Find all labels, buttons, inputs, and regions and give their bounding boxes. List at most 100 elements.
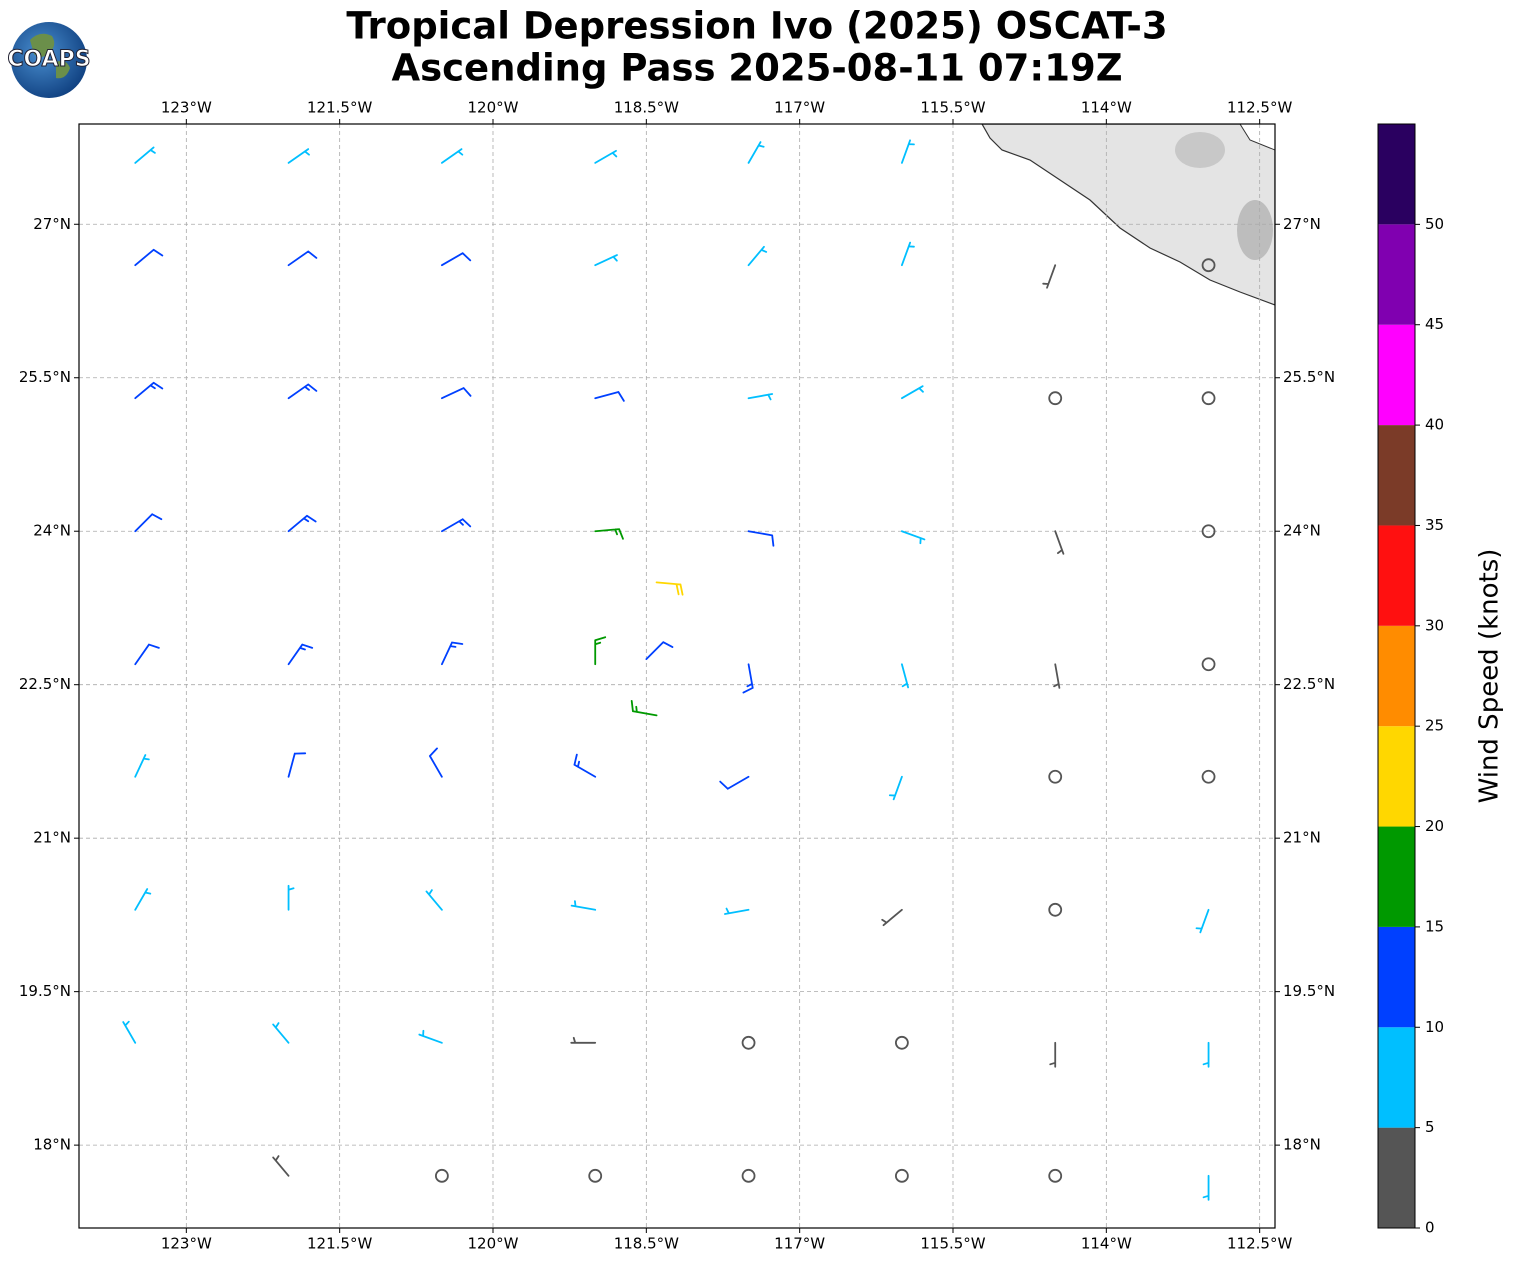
wind-barb — [594, 149, 618, 164]
calm-circle — [1201, 657, 1216, 672]
logo: COAPS — [7, 22, 91, 98]
colorbar-segment — [1378, 726, 1415, 827]
y-tick-label: 27°N — [1283, 215, 1321, 233]
wind-barb — [287, 643, 314, 666]
chart-title: Tropical Depression Ivo (2025) OSCAT-3 — [346, 5, 1167, 48]
barbs — [122, 139, 1216, 1201]
y-tick-label: 24°N — [1283, 522, 1321, 540]
wind-barb — [440, 148, 464, 164]
calm-circle — [434, 1168, 449, 1183]
wind-barb — [418, 1029, 443, 1044]
x-tick-label: 123°W — [161, 1235, 212, 1253]
terrain — [1237, 200, 1273, 260]
wind-barb — [900, 385, 924, 400]
colorbar-tick-label: 15 — [1425, 917, 1444, 935]
terrain — [1175, 132, 1225, 168]
wind-barb — [134, 146, 156, 164]
colorbar-segment — [1378, 1027, 1415, 1128]
x-tick-label: 117°W — [774, 1235, 825, 1253]
wind-barb — [287, 148, 310, 164]
wind-barb — [134, 643, 160, 666]
x-tick-label: 112.5°W — [1227, 1235, 1292, 1253]
colorbar-tick-label: 0 — [1425, 1219, 1435, 1237]
x-tick-label: 117°W — [774, 99, 825, 117]
wind-barb — [134, 754, 150, 778]
wind-barb — [594, 254, 618, 267]
wind-barb — [428, 747, 443, 778]
wind-barb — [900, 241, 915, 267]
wind-barb — [440, 518, 472, 533]
wind-barb — [747, 141, 765, 164]
y-tick-label: 24°N — [33, 522, 71, 540]
colorbar-segment — [1378, 525, 1415, 626]
x-tick-label: 112.5°W — [1227, 99, 1292, 117]
colorbar-tick-label: 10 — [1425, 1018, 1444, 1036]
calm-circle — [588, 1168, 603, 1183]
wind-barb — [440, 252, 472, 267]
wind-barb — [1202, 1174, 1210, 1201]
calm-circle — [1048, 391, 1063, 406]
map-background — [79, 124, 1275, 1228]
gulf-water — [1239, 124, 1275, 151]
wind-barb — [1042, 264, 1057, 289]
wind-barb — [900, 663, 910, 689]
calm-circle — [1201, 769, 1216, 784]
calm-circle — [894, 1168, 909, 1183]
wind-barb — [573, 753, 597, 778]
wind-barb — [900, 139, 915, 164]
wind-barb — [1049, 1041, 1057, 1068]
calm-circle — [1201, 524, 1216, 539]
wind-barb — [747, 245, 768, 267]
y-tick-label: 25.5°N — [1283, 368, 1335, 386]
chart-subtitle: Ascending Pass 2025-08-11 07:19Z — [391, 47, 1122, 90]
wind-barb — [287, 514, 317, 533]
calm-circle — [741, 1168, 756, 1183]
y-tick-label: 18°N — [1283, 1136, 1321, 1154]
colorbar-tick-label: 50 — [1425, 215, 1444, 233]
wind-barb — [719, 775, 750, 790]
calm-circle — [741, 1035, 756, 1050]
y-tick-label: 25.5°N — [19, 368, 71, 386]
wind-barb — [1195, 908, 1210, 934]
wind-barb — [134, 513, 163, 533]
x-tick-label: 121.5°W — [307, 1235, 372, 1253]
wind-barb — [630, 699, 658, 717]
baja-california — [981, 124, 1275, 306]
logo-globe — [11, 22, 87, 98]
wind-barb — [425, 889, 443, 911]
calm-circle — [1048, 1168, 1063, 1183]
wind-barb — [570, 900, 597, 911]
logo-text: COAPS — [7, 47, 90, 72]
wind-barb — [747, 393, 774, 401]
land — [981, 124, 1275, 306]
wind-barb — [594, 391, 625, 402]
wind-barb — [440, 641, 464, 666]
wind-barb — [134, 248, 164, 267]
wind-barb — [1054, 530, 1065, 555]
colorbar-segment — [1378, 124, 1415, 225]
wind-barb — [440, 387, 472, 400]
y-tick-label: 27°N — [33, 215, 71, 233]
wind-barb — [888, 775, 903, 801]
colorbar-tick-label: 25 — [1425, 717, 1444, 735]
x-tick-label: 121.5°W — [307, 99, 372, 117]
wind-barb — [742, 663, 754, 694]
wind-barb — [287, 752, 307, 778]
wind-barb — [747, 530, 775, 547]
y-tick-label: 21°N — [1283, 829, 1321, 847]
wind-barb — [272, 1022, 290, 1044]
wind-barb — [134, 381, 164, 400]
y-tick-label: 22.5°N — [1283, 675, 1335, 693]
colorbar-segment — [1378, 625, 1415, 727]
colorbar-label: Wind Speed (knots) — [1475, 549, 1505, 804]
wind-barb — [881, 908, 903, 927]
map-frame — [78, 123, 1276, 1229]
x-tick-label: 114°W — [1081, 1235, 1132, 1253]
x-tick-label: 120°W — [468, 99, 519, 117]
x-tick-label: 115.5°W — [920, 1235, 985, 1253]
colorbar-tick-label: 35 — [1425, 516, 1444, 534]
colorbar: 0 5 10 15 20 25 30 35 40 45 50 — [1377, 123, 1444, 1237]
colorbar-tick-label: 30 — [1425, 616, 1444, 634]
